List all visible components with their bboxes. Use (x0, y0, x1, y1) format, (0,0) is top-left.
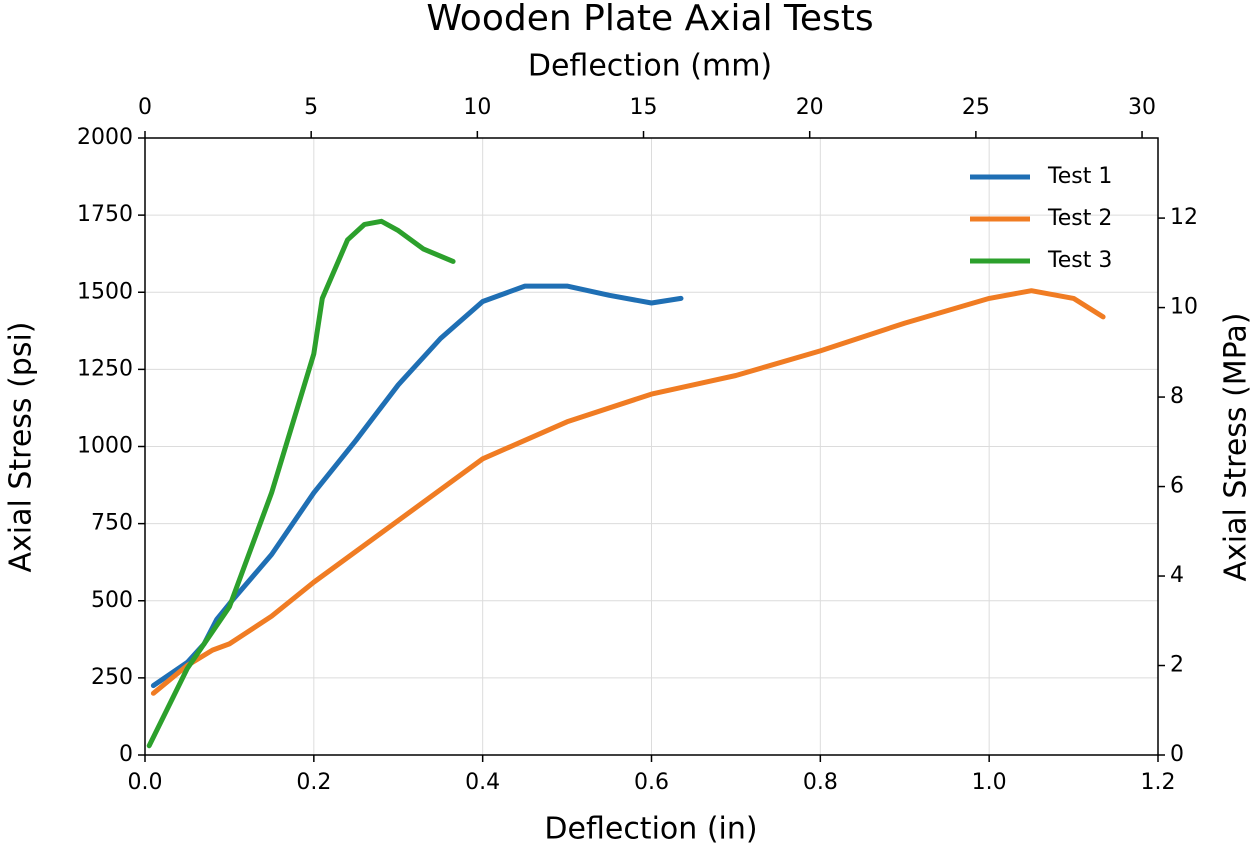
y-tick-label: 500 (91, 588, 133, 613)
y-tick-label: 1000 (77, 434, 133, 459)
legend-label: Test 3 (1047, 248, 1112, 273)
x2-tick-label: 30 (1128, 95, 1156, 120)
y-tick-label: 0 (119, 742, 133, 767)
data-line (150, 283, 684, 689)
y-tick-label: 1250 (77, 356, 133, 381)
data-line (146, 218, 456, 749)
y-axis-label: Axial Stress (psi) (4, 321, 39, 572)
y-tick-label: 750 (91, 511, 133, 536)
x2-tick-label: 10 (463, 95, 491, 120)
x2-tick-label: 0 (138, 95, 152, 120)
plot-frame (144, 137, 1159, 756)
x2-tick-label: 5 (304, 95, 318, 120)
y-tick-label: 2000 (77, 125, 133, 150)
x2-tick-label: 20 (796, 95, 824, 120)
x-tick-label: 0.0 (128, 770, 163, 795)
chart-title: Wooden Plate Axial Tests (426, 0, 873, 39)
x2-tick-label: 25 (962, 95, 990, 120)
y2-axis-label: Axial Stress (MPa) (1219, 312, 1254, 581)
y2-tick-label: 6 (1170, 474, 1184, 499)
y-tick-label: 1750 (77, 202, 133, 227)
x-tick-label: 0.2 (296, 770, 331, 795)
data-line (150, 288, 1106, 696)
x2-axis-label: Deflection (mm) (528, 49, 772, 84)
y-tick-label: 250 (91, 665, 133, 690)
y2-tick-label: 4 (1170, 563, 1184, 588)
x2-tick-label: 15 (630, 95, 658, 120)
y-tick-label: 1500 (77, 279, 133, 304)
y2-tick-label: 0 (1170, 742, 1184, 767)
x-tick-label: 1.2 (1141, 770, 1176, 795)
y2-tick-label: 12 (1170, 205, 1198, 230)
y2-tick-label: 8 (1170, 384, 1184, 409)
x-tick-label: 0.8 (803, 770, 838, 795)
x-axis-label: Deflection (in) (544, 812, 757, 847)
x-tick-label: 0.6 (634, 770, 669, 795)
legend-label: Test 2 (1047, 206, 1112, 231)
x-tick-label: 1.0 (972, 770, 1007, 795)
legend-label: Test 1 (1047, 164, 1112, 189)
y2-tick-label: 10 (1170, 295, 1198, 320)
y2-tick-label: 2 (1170, 653, 1184, 678)
x-tick-label: 0.4 (465, 770, 500, 795)
